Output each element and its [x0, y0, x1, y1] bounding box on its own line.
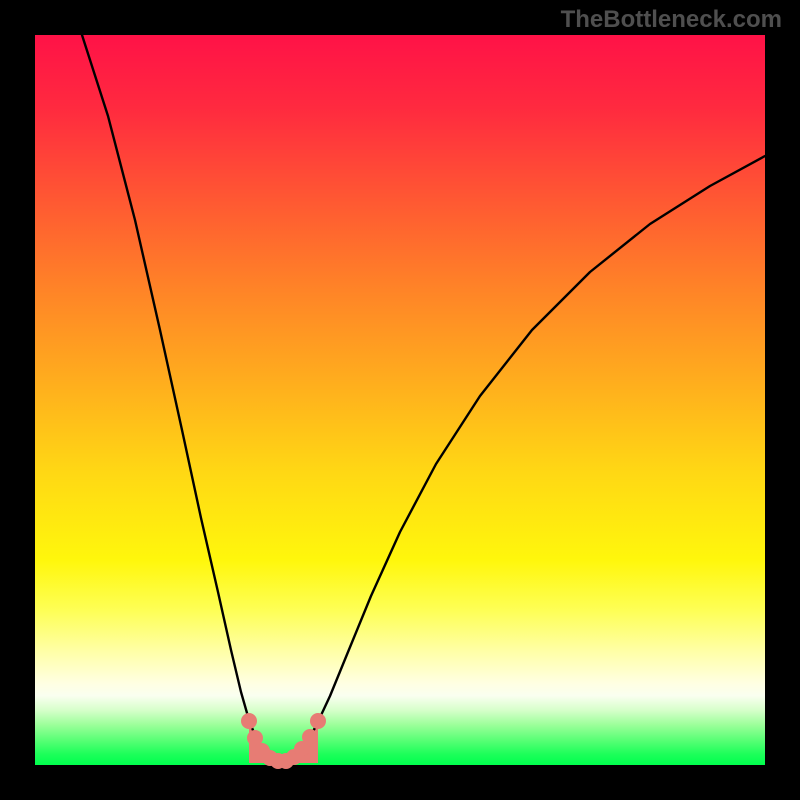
plot-frame	[35, 35, 765, 765]
chart-root: TheBottleneck.com	[0, 0, 800, 800]
watermark-text: TheBottleneck.com	[561, 6, 782, 34]
gradient-background	[35, 35, 765, 765]
